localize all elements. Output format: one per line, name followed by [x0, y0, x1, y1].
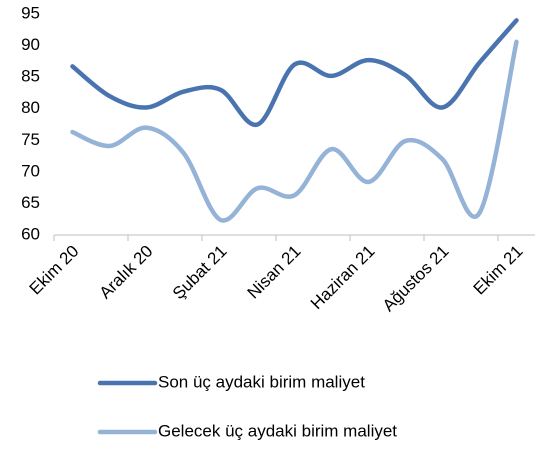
series-line [70, 18, 519, 127]
y-tick-label: 95 [21, 3, 40, 22]
x-tick-label: Ekim 21 [470, 242, 527, 299]
x-tick-label: Haziran 21 [307, 242, 379, 314]
x-tick-label: Şubat 21 [169, 242, 231, 304]
y-tick-label: 65 [21, 193, 40, 212]
x-tick-label: Ağustos 21 [379, 242, 453, 316]
legend-label: Son üç aydaki birim maliyet [158, 372, 365, 391]
x-tick-label: Aralık 20 [96, 242, 157, 303]
legend-label: Gelecek üç aydaki birim maliyet [158, 421, 397, 440]
y-tick-label: 60 [21, 224, 40, 243]
y-tick-label: 70 [21, 161, 40, 180]
y-tick-label: 85 [21, 67, 40, 86]
x-tick-label: Ekim 20 [26, 242, 83, 299]
series-line [70, 39, 519, 223]
x-tick-label: Nisan 21 [244, 242, 305, 303]
y-tick-label: 90 [21, 35, 40, 54]
y-tick-label: 80 [21, 98, 40, 117]
y-tick-label: 75 [21, 130, 40, 149]
